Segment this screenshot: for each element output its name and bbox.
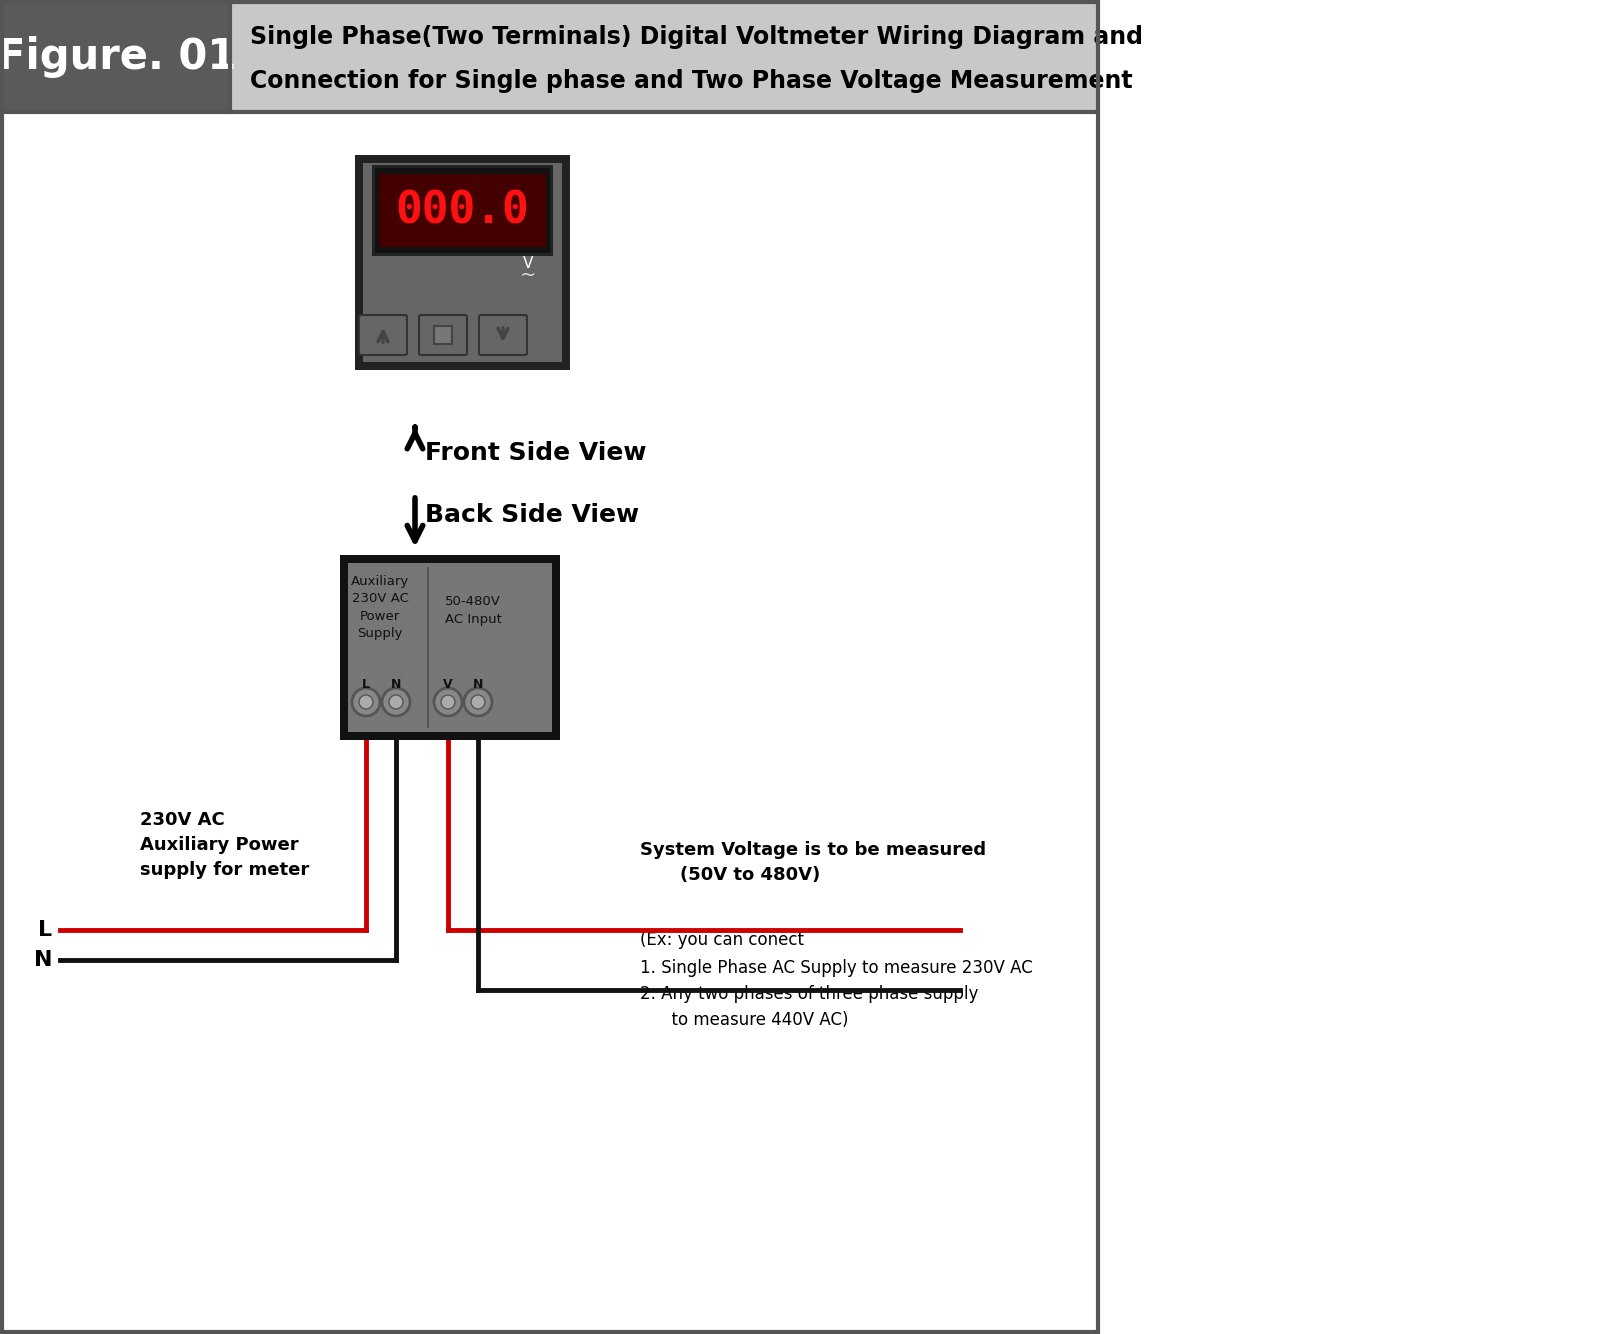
Text: V: V [523,256,533,271]
Text: to measure 440V AC): to measure 440V AC) [640,1011,848,1029]
Text: L: L [38,920,51,940]
Text: 2. Any two phases of three phase supply: 2. Any two phases of three phase supply [640,984,978,1003]
Circle shape [434,688,462,716]
Text: N: N [474,678,483,691]
Text: Connection for Single phase and Two Phase Voltage Measurement: Connection for Single phase and Two Phas… [250,69,1133,93]
Text: Back Side View: Back Side View [426,503,638,527]
Circle shape [464,688,493,716]
Text: Figure. 01: Figure. 01 [0,36,237,77]
Text: Front Side View: Front Side View [426,442,646,466]
Text: ~: ~ [520,265,536,284]
Text: N: N [34,950,51,970]
FancyBboxPatch shape [232,1,1096,109]
Text: 1. Single Phase AC Supply to measure 230V AC: 1. Single Phase AC Supply to measure 230… [640,959,1032,976]
Text: Single Phase(Two Terminals) Digital Voltmeter Wiring Diagram and: Single Phase(Two Terminals) Digital Volt… [250,25,1142,49]
Text: (Ex: you can conect: (Ex: you can conect [640,931,805,948]
FancyBboxPatch shape [363,163,562,362]
Circle shape [389,695,403,708]
FancyBboxPatch shape [371,165,554,256]
Circle shape [358,695,373,708]
Text: 230V AC: 230V AC [141,811,224,828]
Text: 000.0: 000.0 [395,189,530,232]
Circle shape [352,688,381,716]
FancyBboxPatch shape [374,168,550,253]
Circle shape [442,695,454,708]
Text: supply for meter: supply for meter [141,860,309,879]
FancyBboxPatch shape [434,325,453,344]
FancyBboxPatch shape [339,555,560,740]
Text: Auxiliary Power: Auxiliary Power [141,836,299,854]
Text: ©WWW.ETechnoG.COM: ©WWW.ETechnoG.COM [370,168,534,181]
FancyBboxPatch shape [355,155,570,370]
Text: V: V [443,678,453,691]
FancyBboxPatch shape [358,315,406,355]
FancyBboxPatch shape [349,563,552,732]
FancyBboxPatch shape [379,173,546,247]
FancyBboxPatch shape [419,315,467,355]
Text: System Voltage is to be measured: System Voltage is to be measured [640,840,986,859]
Circle shape [382,688,410,716]
FancyBboxPatch shape [2,1,230,109]
Text: Auxiliary
230V AC
Power
Supply: Auxiliary 230V AC Power Supply [350,575,410,640]
FancyBboxPatch shape [478,315,526,355]
Circle shape [470,695,485,708]
Text: 50-480V
AC Input: 50-480V AC Input [445,595,501,626]
Text: L: L [362,678,370,691]
Text: (50V to 480V): (50V to 480V) [680,866,821,884]
Text: N: N [390,678,402,691]
